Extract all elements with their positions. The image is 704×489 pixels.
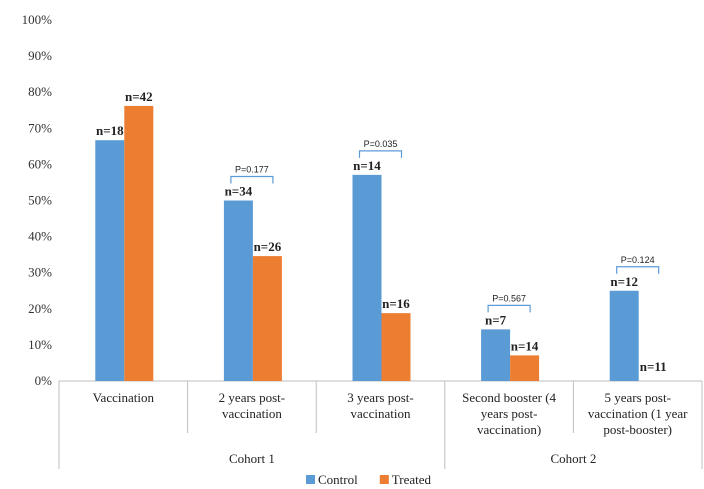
x-category-label: 3 years post-: [347, 390, 413, 405]
x-group-label: Cohort 2: [550, 451, 596, 466]
y-tick-label: 60%: [28, 156, 52, 171]
x-category-label: 5 years post-: [604, 390, 670, 405]
p-value-label: P=0.035: [364, 139, 398, 149]
bar-count-label: n=14: [353, 158, 381, 173]
bar-control: [352, 174, 382, 381]
x-category-label: post-booster): [603, 422, 672, 437]
significance-bracket: [230, 175, 274, 184]
p-value-label: P=0.124: [621, 255, 655, 265]
legend-swatch-control: [306, 475, 315, 484]
p-value-label: P=0.567: [492, 293, 526, 303]
bar-treated: [252, 256, 282, 381]
bar-treated: [381, 313, 411, 381]
significance-bracket: [487, 304, 531, 313]
y-tick-label: 90%: [28, 48, 52, 63]
x-category-label: Second booster (4: [462, 390, 556, 405]
y-tick-label: 30%: [28, 265, 52, 280]
x-category-label: vaccination): [477, 422, 541, 437]
y-tick-label: 0%: [35, 373, 53, 388]
p-value-label: P=0.177: [235, 165, 269, 175]
bar-count-label: n=16: [382, 296, 410, 311]
bar-count-label: n=7: [485, 312, 507, 327]
bar-control: [609, 290, 639, 381]
y-tick-label: 70%: [28, 120, 52, 135]
x-category-label: 2 years post-: [219, 390, 285, 405]
bar-count-label: n=34: [225, 184, 253, 199]
y-tick-label: 80%: [28, 84, 52, 99]
bar-count-label: n=42: [125, 89, 153, 104]
bar-count-label: n=26: [254, 239, 282, 254]
y-tick-label: 50%: [28, 193, 52, 208]
legend-label: Treated: [392, 472, 432, 487]
bar-control: [481, 329, 511, 381]
x-category-label: vaccination: [222, 406, 282, 421]
bar-control: [223, 200, 253, 381]
y-tick-label: 10%: [28, 337, 52, 352]
y-tick-label: 100%: [22, 12, 53, 27]
bar-count-label: n=18: [96, 123, 124, 138]
bar-control: [95, 140, 125, 381]
legend-label: Control: [318, 472, 358, 487]
significance-bracket: [616, 266, 660, 274]
bar-count-label: n=14: [511, 338, 539, 353]
bar-treated: [510, 355, 540, 381]
x-category-label: vaccination (1 year: [588, 406, 688, 421]
x-category-label: Vaccination: [93, 390, 155, 405]
significance-bracket: [358, 150, 403, 158]
bar-treated: [124, 105, 154, 381]
x-group-label: Cohort 1: [229, 451, 275, 466]
bar-count-label: n=12: [610, 274, 638, 289]
x-category-label: years post-: [481, 406, 538, 421]
x-category-label: vaccination: [351, 406, 411, 421]
bar-count-label: n=11: [640, 359, 667, 374]
legend-swatch-treated: [379, 475, 389, 484]
y-tick-label: 40%: [28, 229, 52, 244]
y-tick-label: 20%: [28, 301, 52, 316]
